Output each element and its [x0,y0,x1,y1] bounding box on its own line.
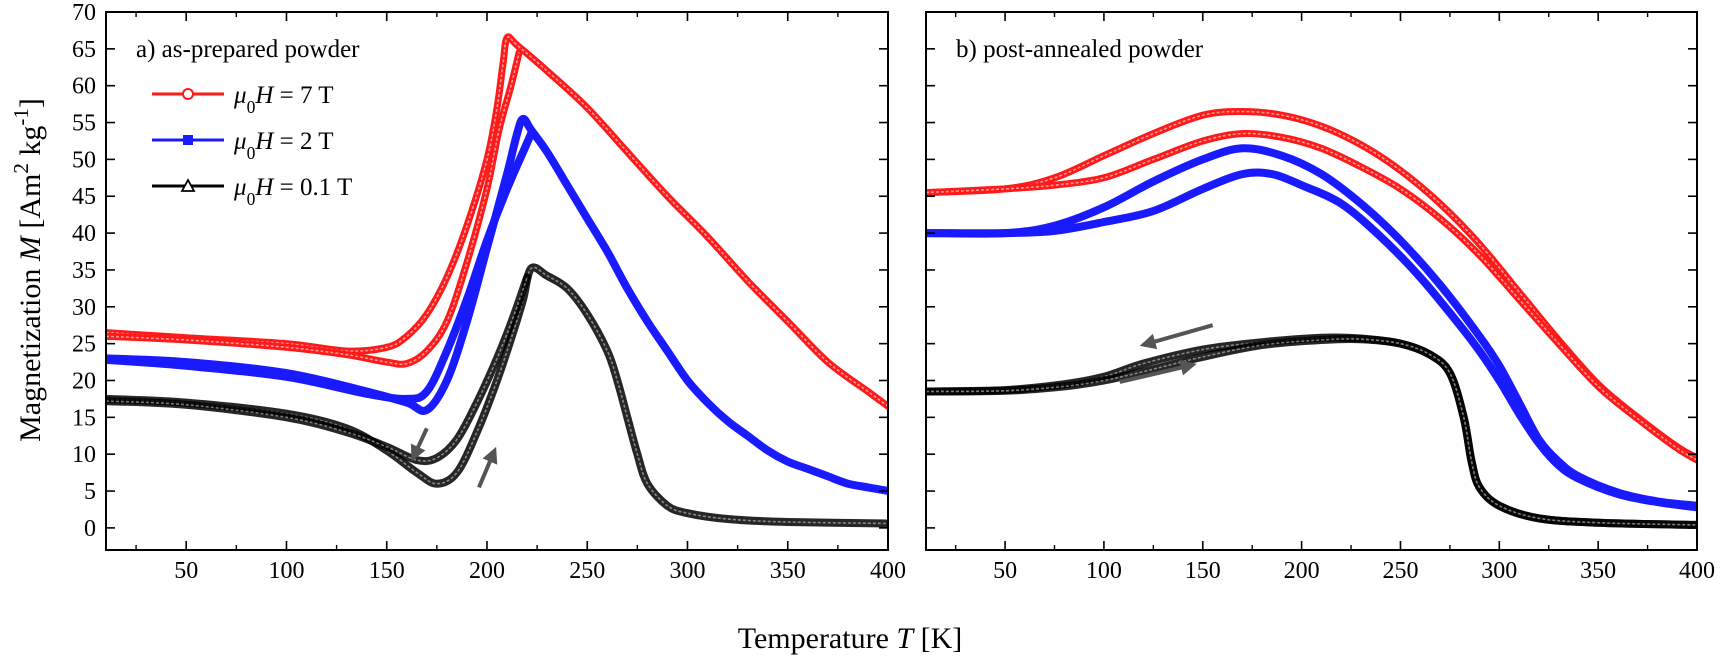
x-tick-label: 200 [469,558,505,584]
x-tick-label: 250 [1382,558,1418,584]
panel-label-a: a) as-prepared powder [136,36,360,63]
y-tick-label: 35 [72,258,96,284]
series-line-2-t-heating [106,114,888,495]
series-texture-7-t-cooling [106,52,520,366]
x-axis-title: Temperature T [K] [738,622,963,655]
y-tick-label: 70 [72,0,96,26]
x-tick-label: 100 [268,558,304,584]
series-line-7-t-cooling [926,108,1697,462]
x-tick-label: 300 [1481,558,1517,584]
series-texture-0-1-t-cooling [106,277,528,462]
legend-marker-square-icon [183,135,193,145]
plot-frame-b [925,11,1698,551]
x-tick-label: 50 [993,558,1017,584]
x-tick-label: 400 [1679,558,1715,584]
y-tick-label: 20 [72,368,96,394]
series-line-2-t-heating [926,168,1697,512]
direction-arrow-b-0 [1139,323,1214,350]
curves-layer [106,33,1697,529]
y-tick-label: 65 [72,37,96,63]
arrows-layer [410,323,1214,489]
x-tick-label: 50 [174,558,198,584]
x-tick-label: 300 [669,558,705,584]
series-line-2-t-cooling [926,144,1697,510]
plot-frame-a [105,11,889,551]
frames-layer [105,11,1698,551]
direction-arrow-a-0 [410,427,429,462]
x-tick-label: 400 [870,558,906,584]
y-tick-label: 0 [84,516,96,542]
direction-arrow-b-1 [1119,359,1197,384]
x-tick-label: 150 [1185,558,1221,584]
series-texture-0-1-t-heating [926,338,1697,526]
y-tick-label: 45 [72,184,96,210]
y-tick-label: 15 [72,405,96,431]
series-texture-7-t-heating [106,36,888,407]
series-texture-0-1-t-heating [106,266,888,525]
y-tick-label: 50 [72,147,96,173]
y-axis-title: Magnetization M [Am2 kg-1] [9,98,47,442]
y-tick-label: 10 [72,442,96,468]
series-line-2-t-cooling [106,129,536,403]
direction-arrow-a-1 [477,446,498,489]
x-tick-label: 150 [369,558,405,584]
y-tick-label: 60 [72,74,96,100]
y-tick-label: 55 [72,111,96,137]
x-tick-label: 250 [569,558,605,584]
legend-label-1: μ0H = 2 T [233,128,334,163]
x-tick-label: 100 [1086,558,1122,584]
legend-label-2: μ0H = 0.1 T [233,174,352,209]
ticks-layer: 50 100 150 200 250 300 350 400 0 5 10 15 20 25 30 35 40 4… [72,0,1715,584]
y-tick-label: 25 [72,332,96,358]
series-line-7-t-heating [926,129,1697,464]
x-tick-label: 350 [1580,558,1616,584]
series-line-0-1-t-heating [926,334,1697,529]
x-tick-label: 350 [770,558,806,584]
panel-b [926,108,1697,529]
legend-marker-triangle-icon [180,178,196,192]
x-tick-label: 200 [1284,558,1320,584]
legend: μ0H = 7 T μ0H = 2 T μ0H = 0.1 T [152,82,352,209]
panel-a [106,33,888,528]
y-tick-label: 30 [72,295,96,321]
legend-label-0: μ0H = 7 T [233,82,334,117]
labels-layer: a) as-prepared powder b) post-annealed po… [9,36,1204,655]
series-texture-7-t-cooling [926,110,1697,459]
y-tick-label: 5 [84,479,96,505]
y-tick-label: 40 [72,221,96,247]
panel-label-b: b) post-annealed powder [956,36,1204,63]
legend-marker-circle-icon [182,88,194,100]
